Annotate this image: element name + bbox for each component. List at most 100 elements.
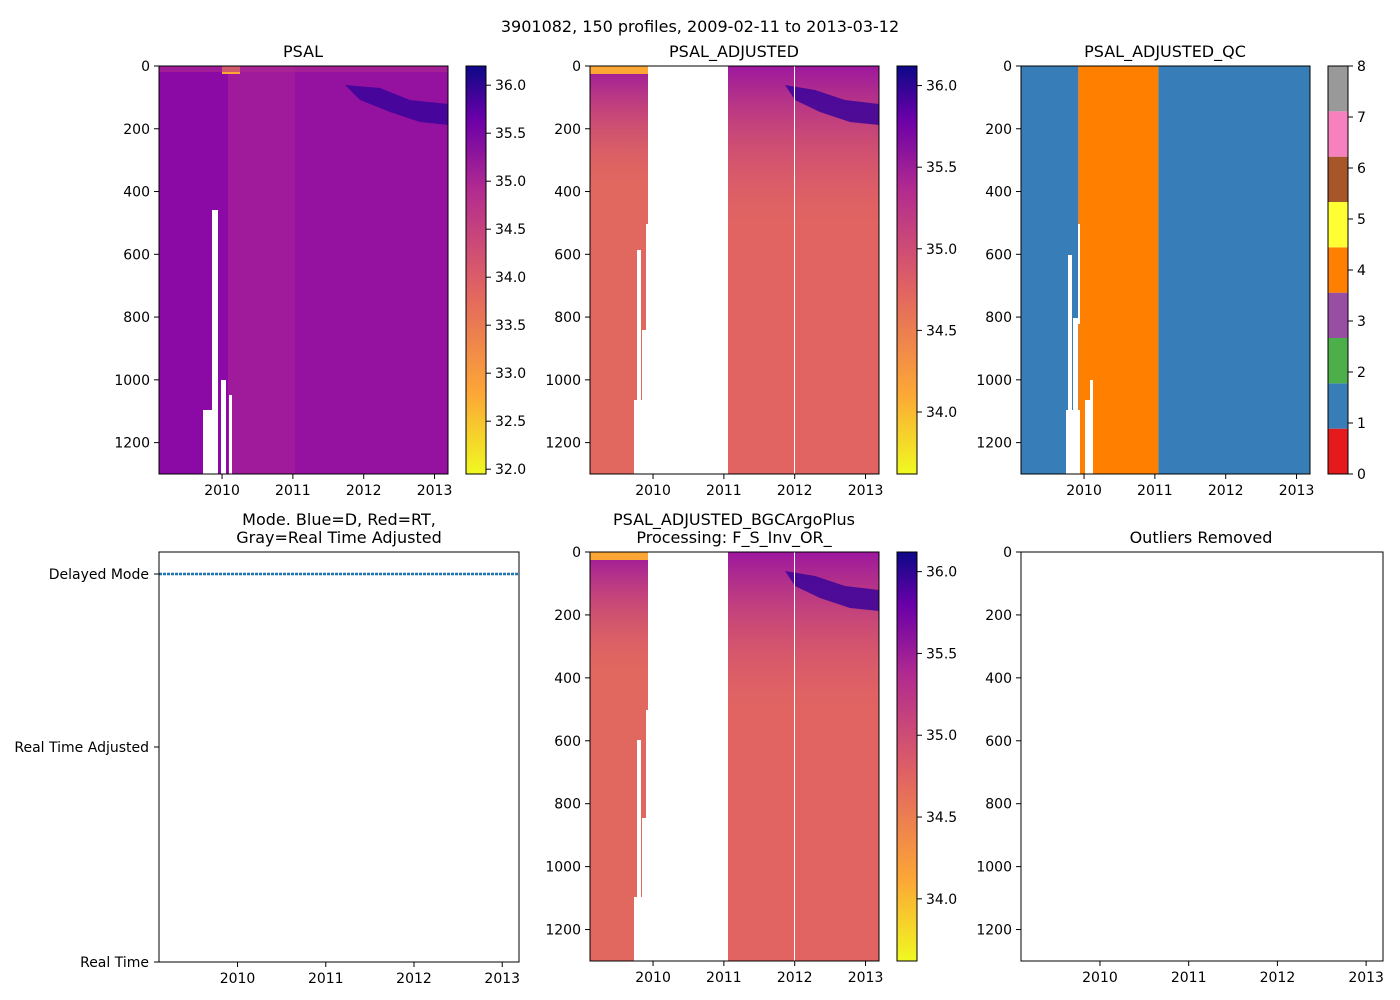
y-tick-label: 200: [985, 122, 1012, 138]
qc-color-swatch: [1328, 292, 1348, 338]
y-tick-label: 800: [554, 310, 581, 326]
y-tick-label: 800: [123, 310, 150, 326]
colorbar-tick-label: 6: [1357, 161, 1366, 177]
panel-psal-adjusted-qc: PSAL_ADJUSTED_QC 0 200 400 600 800 1000 1200 2…: [976, 42, 1366, 499]
heatmap-gap: [637, 250, 641, 400]
panel-psal-adjusted: PSAL_ADJUSTED 0 200 400 600 800 1000 1200 2010…: [545, 42, 957, 499]
x-tick-label: 2010: [1066, 483, 1102, 499]
heatmap-high-salinity-core: [345, 85, 448, 125]
heatmap-surface-fresh: [590, 552, 648, 560]
heatmap-gap: [637, 740, 641, 897]
y-tick-label: 1000: [545, 373, 581, 389]
x-axis: 2010 2011 2012 2013: [1082, 961, 1384, 986]
x-tick-label: 2010: [635, 970, 671, 986]
x-tick-label: 2013: [417, 483, 453, 499]
heatmap-qc: [1021, 66, 1310, 474]
panel-title: PSAL: [283, 42, 323, 61]
axes-frame: [1020, 551, 1384, 962]
panel-title-line2: Processing: F_S_Inv_OR_: [636, 528, 832, 548]
y-tick-label: 0: [572, 545, 581, 561]
x-tick-label: 2010: [220, 971, 256, 987]
x-axis: 2010 2011 2012 2013: [204, 474, 452, 499]
colorbar-ticks: 32.0 32.5 33.0 33.5 34.0 34.5 35.0 35.5 36.0: [486, 78, 526, 478]
x-tick-label: 2012: [396, 971, 432, 987]
qc-color-swatch: [1328, 247, 1348, 293]
colorbar: [896, 65, 918, 475]
x-tick-label: 2012: [777, 483, 813, 499]
x-tick-label: 2013: [1279, 483, 1315, 499]
heatmap-gap: [642, 818, 648, 897]
colorbar-tick-label: 33.5: [495, 318, 526, 334]
heatmap-gap: [1085, 400, 1090, 474]
y-tick-label: 0: [1003, 545, 1012, 561]
colorbar-tick-label: 34.5: [495, 222, 526, 238]
heatmap-surface-layer: [159, 66, 448, 72]
heatmap-psal-adjusted: [590, 66, 879, 474]
x-axis: 2010 2011 2012 2013: [635, 474, 883, 499]
y-tick-label: Delayed Mode: [49, 567, 149, 583]
x-axis: 2010 2011 2012 2013: [220, 962, 520, 987]
x-tick-label: 2013: [848, 483, 884, 499]
x-tick-label: 2011: [1171, 970, 1207, 986]
colorbar-tick-label: 36.0: [926, 565, 957, 581]
colorbar: [1328, 66, 1348, 474]
x-tick-label: 2011: [1137, 483, 1173, 499]
y-tick-label: 200: [985, 608, 1012, 624]
panel-title: PSAL_ADJUSTED: [669, 42, 799, 62]
x-tick-label: 2011: [275, 483, 311, 499]
colorbar-tick-label: 32.5: [495, 414, 526, 430]
x-axis: 2010 2011 2012 2013: [1066, 474, 1314, 499]
colorbar: [896, 551, 918, 962]
colorbar-tick-label: 35.0: [926, 242, 957, 258]
heatmap-region-2010: [228, 66, 295, 474]
y-tick-label: 1000: [976, 373, 1012, 389]
y-tick-label: 1200: [545, 923, 581, 939]
y-tick-label: 800: [554, 797, 581, 813]
colorbar-tick-label: 3: [1357, 314, 1366, 330]
heatmap-gap: [1068, 255, 1072, 410]
heatmap-gap: [1090, 380, 1093, 474]
y-tick-label: 600: [985, 247, 1012, 263]
y-axis: 0 200 400 600 800 1000 1200: [545, 59, 590, 452]
heatmap-gap: [1066, 410, 1080, 474]
colorbar-tick-label: 35.0: [926, 728, 957, 744]
heatmap-qc-gaps: [1066, 224, 1093, 474]
y-tick-label: 1200: [976, 436, 1012, 452]
y-axis: 0 200 400 600 800 1000 1200: [545, 545, 590, 939]
heatmap-gap: [1073, 318, 1078, 410]
heatmap-region-upper-2009: [590, 552, 648, 672]
heatmap-high-salinity-core: [785, 571, 879, 611]
panel-title-line2: Gray=Real Time Adjusted: [236, 528, 442, 547]
panel-mode: Mode. Blue=D, Red=RT, Gray=Real Time Adj…: [14, 510, 520, 987]
y-tick-label: 400: [985, 185, 1012, 201]
colorbar-tick-label: 36.0: [495, 78, 526, 94]
qc-color-swatch: [1328, 338, 1348, 384]
y-tick-label: 1200: [545, 436, 581, 452]
heatmap-gap: [634, 400, 648, 474]
x-tick-label: 2011: [706, 970, 742, 986]
heatmap-gap: [221, 380, 226, 474]
axes-frame: [158, 551, 520, 963]
qc-color-swatch: [1328, 156, 1348, 202]
y-tick-label: 0: [572, 59, 581, 75]
heatmap-gap: [212, 210, 218, 474]
panel-title: Outliers Removed: [1130, 528, 1273, 547]
heatmap-gap: [646, 224, 648, 334]
x-axis: 2010 2011 2012 2013: [635, 961, 883, 986]
x-tick-label: 2012: [777, 970, 813, 986]
y-tick-label: 1000: [976, 860, 1012, 876]
panel-title-line1: Mode. Blue=D, Red=RT,: [242, 510, 436, 529]
colorbar-ticks: 34.0 34.5 35.0 35.5 36.0: [917, 565, 957, 908]
heatmap-high-salinity-core: [785, 85, 879, 125]
colorbar-tick-label: 8: [1357, 59, 1366, 75]
x-tick-label: 2011: [308, 971, 344, 987]
colorbar-tick-label: 36.0: [926, 79, 957, 95]
y-tick-label: 0: [141, 59, 150, 75]
heatmap-no-data-line: [794, 552, 795, 961]
colorbar-tick-label: 5: [1357, 212, 1366, 228]
y-tick-label: 400: [123, 185, 150, 201]
y-tick-label: 1000: [545, 860, 581, 876]
heatmap-region-upper-2009: [590, 66, 648, 186]
x-tick-label: 2011: [706, 483, 742, 499]
